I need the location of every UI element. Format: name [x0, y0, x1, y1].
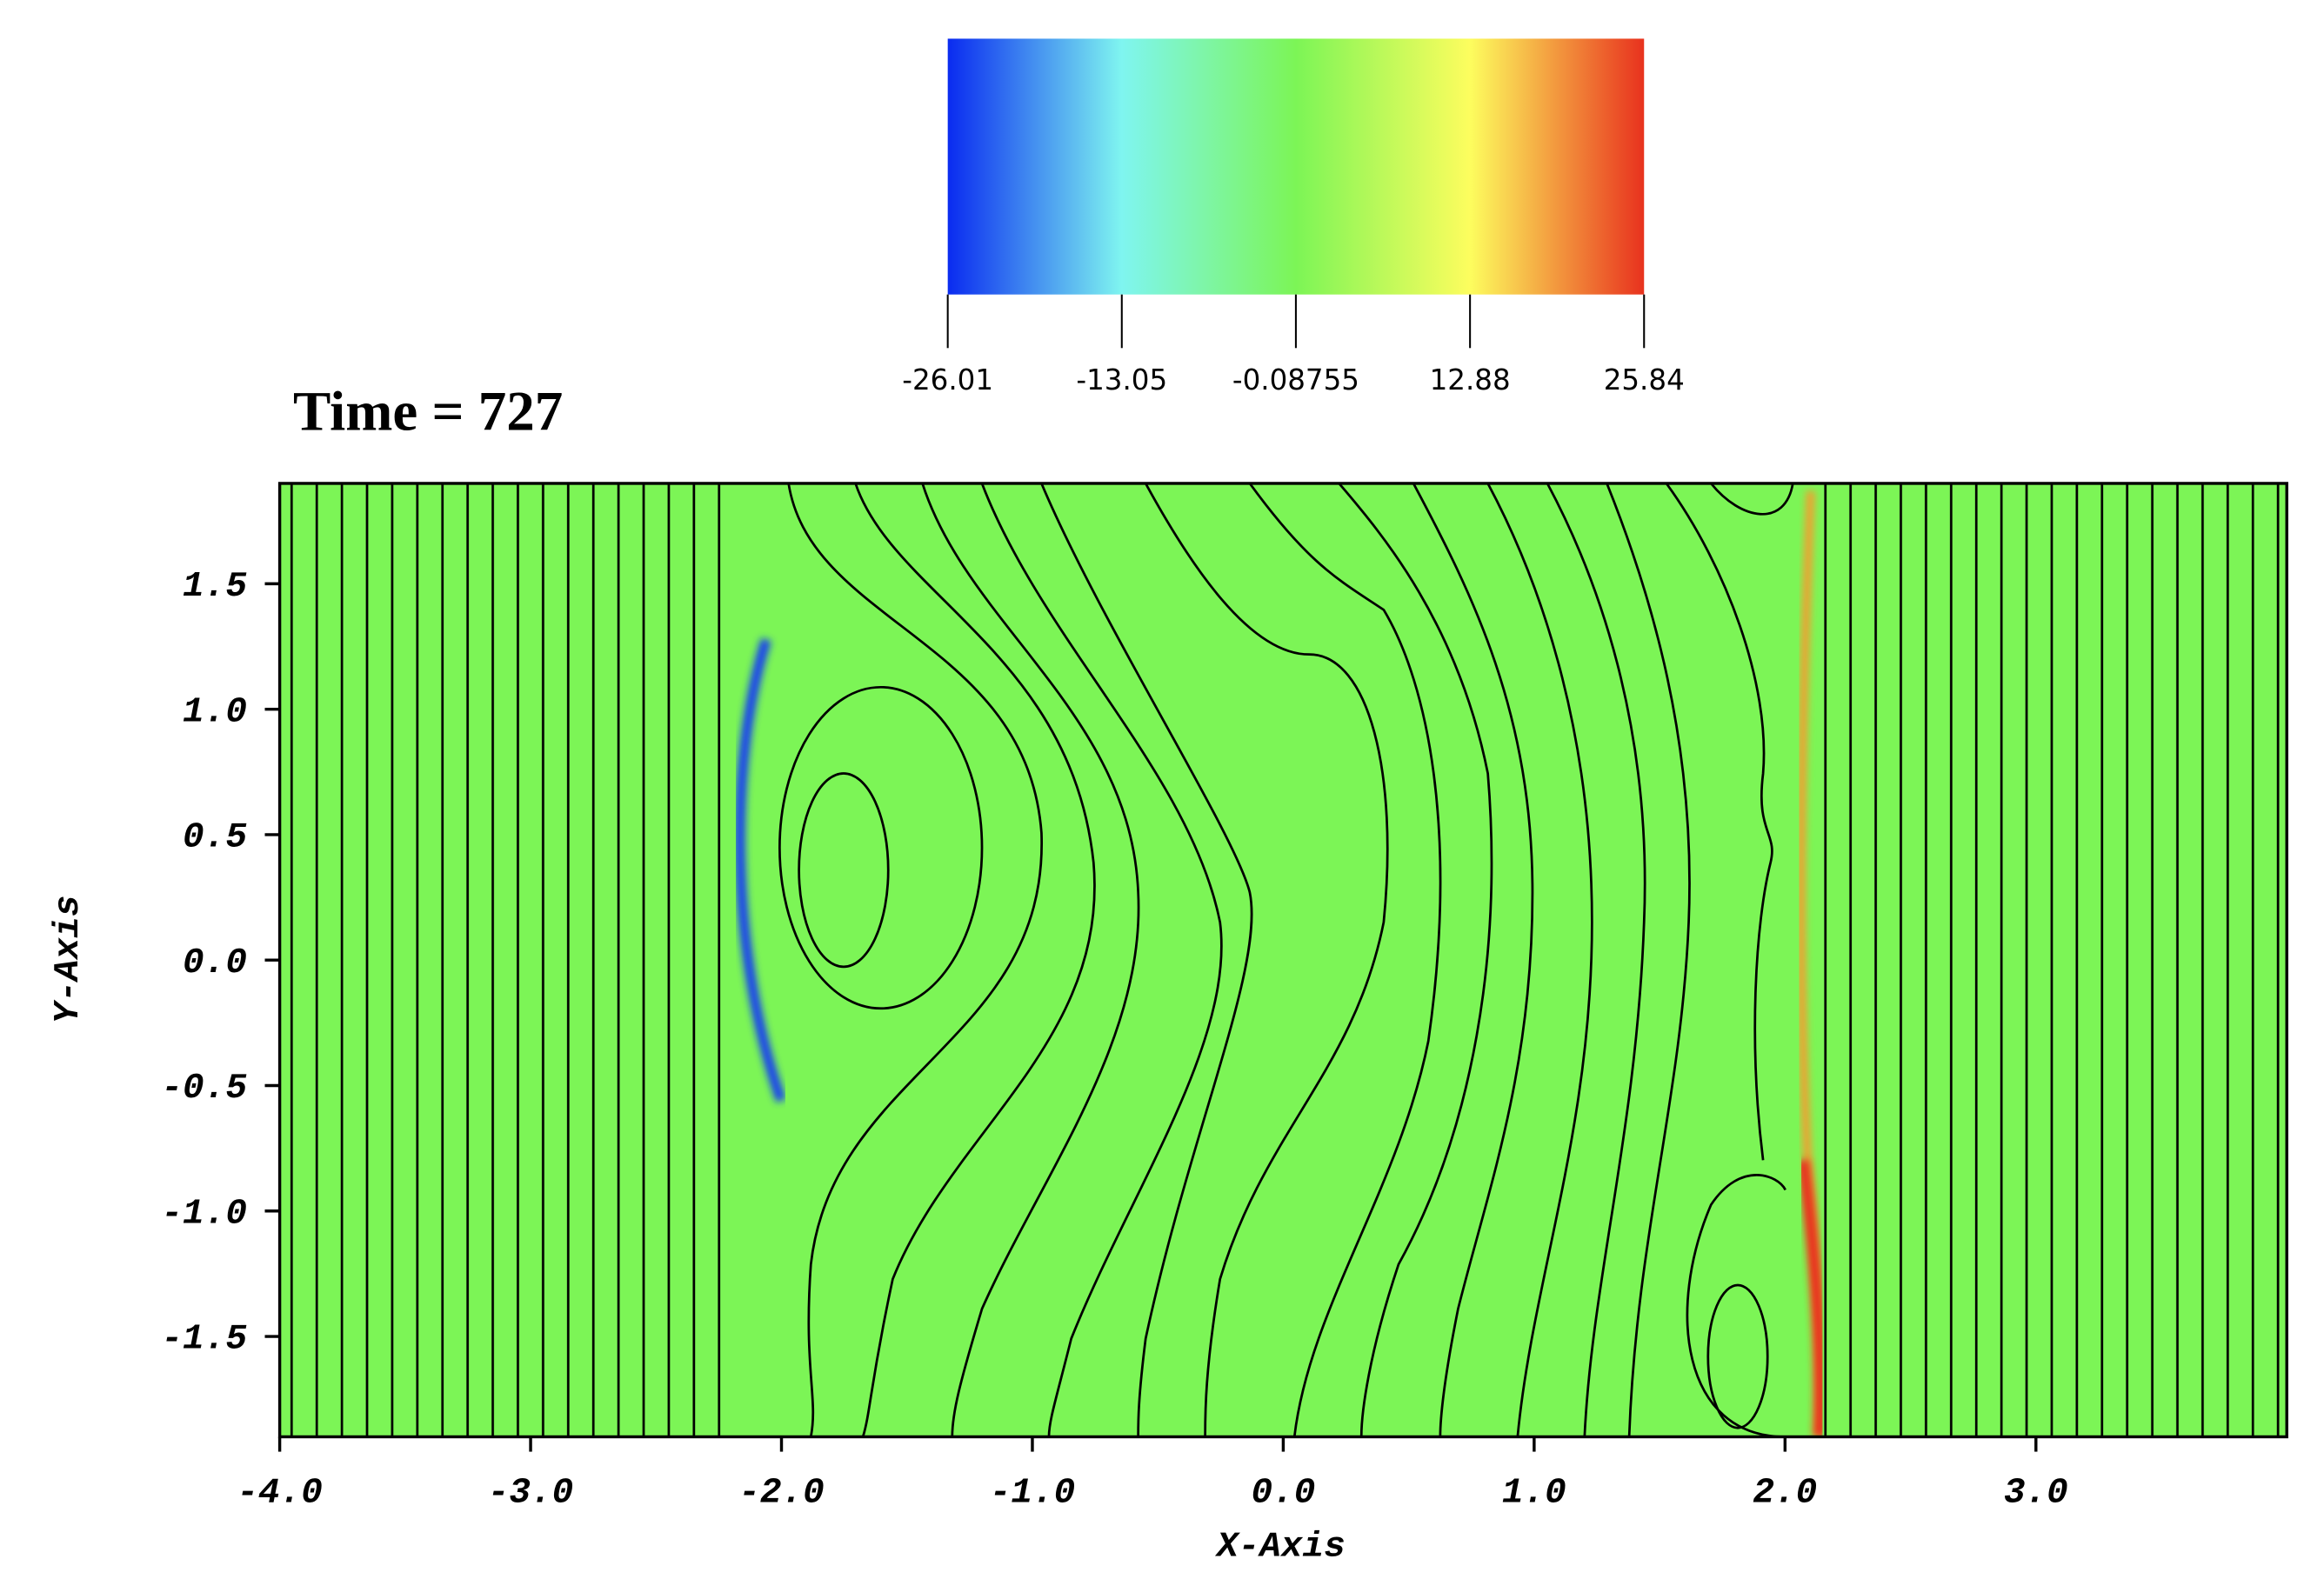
x-tick-label: -1.0: [990, 1474, 1076, 1514]
colorbar-tick-label: -0.08755: [1232, 363, 1359, 396]
contours-right: [1818, 483, 2287, 1437]
colorbar-tick-label: 12.88: [1430, 363, 1511, 396]
contours-middle: [778, 483, 1794, 1437]
y-tick-label: 1.5: [183, 567, 247, 607]
y-axis-label: Y-Axis: [49, 895, 89, 1023]
negative-front: [734, 637, 786, 1103]
field: [279, 483, 2287, 1437]
x-tick-label: 2.0: [1753, 1474, 1817, 1514]
x-axis-label: X-Axis: [1214, 1527, 1346, 1567]
chart-title: Time = 727: [293, 380, 563, 443]
x-tick-label: 0.0: [1251, 1474, 1315, 1514]
y-tick-label: -1.5: [161, 1320, 247, 1360]
x-tick-label: -3.0: [488, 1474, 574, 1514]
y-tick-label: -0.5: [161, 1069, 247, 1109]
contours-left: [279, 483, 741, 1437]
y-tick-label: 0.0: [183, 943, 247, 983]
x-tick-label: 3.0: [2004, 1474, 2068, 1514]
colorbar-tick-label: -13.05: [1076, 363, 1167, 396]
x-tick-label: -2.0: [738, 1474, 825, 1514]
y-tick-label: 0.5: [183, 818, 247, 858]
positive-front: [1797, 1159, 1826, 1437]
x-tick-label: -4.0: [237, 1474, 323, 1514]
colorbar-tick-label: 25.84: [1604, 363, 1685, 396]
y-tick-label: -1.0: [161, 1194, 247, 1234]
x-tick-label: 1.0: [1502, 1474, 1566, 1514]
y-tick-label: 1.0: [183, 692, 247, 732]
colorbar: [947, 38, 1645, 295]
colorbar-tick-label: -26.01: [902, 363, 993, 396]
